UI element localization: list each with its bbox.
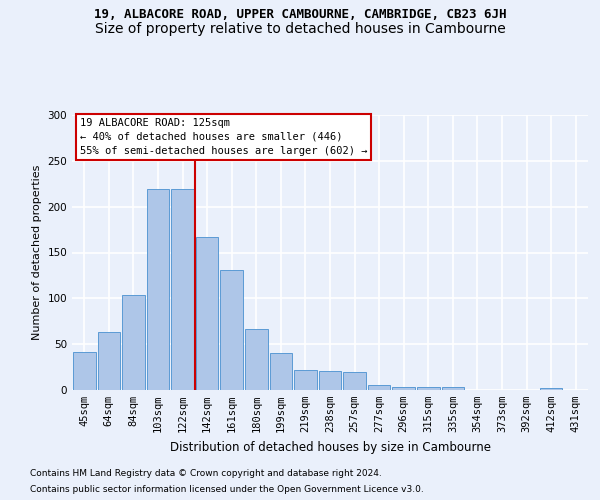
Bar: [73, 352, 95, 390]
Bar: [368, 384, 391, 390]
Text: Contains public sector information licensed under the Open Government Licence v3: Contains public sector information licen…: [30, 485, 424, 494]
X-axis label: Distribution of detached houses by size in Cambourne: Distribution of detached houses by size …: [170, 440, 491, 454]
Bar: [98, 332, 120, 390]
Text: Contains HM Land Registry data © Crown copyright and database right 2024.: Contains HM Land Registry data © Crown c…: [30, 468, 382, 477]
Bar: [220, 270, 243, 390]
Bar: [540, 388, 562, 390]
Bar: [417, 387, 440, 390]
Y-axis label: Number of detached properties: Number of detached properties: [32, 165, 42, 340]
Bar: [294, 370, 317, 390]
Bar: [146, 189, 169, 390]
Bar: [319, 371, 341, 390]
Bar: [442, 387, 464, 390]
Text: 19, ALBACORE ROAD, UPPER CAMBOURNE, CAMBRIDGE, CB23 6JH: 19, ALBACORE ROAD, UPPER CAMBOURNE, CAMB…: [94, 8, 506, 20]
Bar: [392, 387, 415, 390]
Bar: [343, 372, 366, 390]
Bar: [196, 237, 218, 390]
Text: Size of property relative to detached houses in Cambourne: Size of property relative to detached ho…: [95, 22, 505, 36]
Bar: [269, 354, 292, 390]
Bar: [171, 189, 194, 390]
Bar: [245, 328, 268, 390]
Bar: [122, 294, 145, 390]
Text: 19 ALBACORE ROAD: 125sqm
← 40% of detached houses are smaller (446)
55% of semi-: 19 ALBACORE ROAD: 125sqm ← 40% of detach…: [80, 118, 367, 156]
